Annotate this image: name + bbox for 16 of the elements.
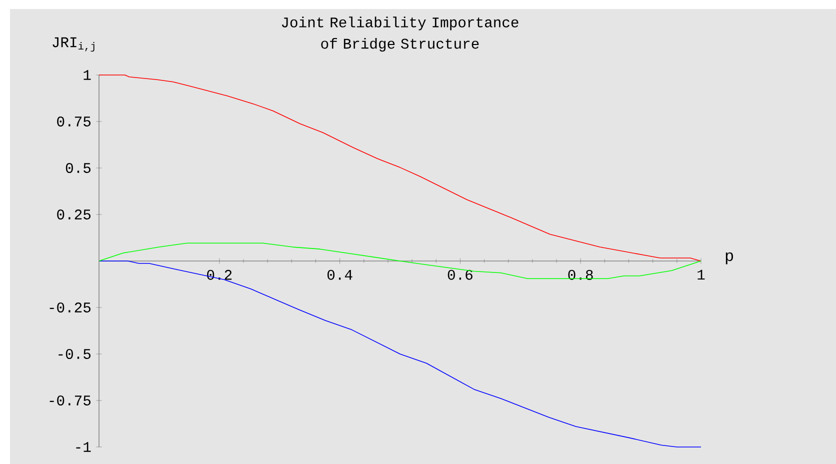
x-tick-label: 0.6 [448, 270, 472, 280]
y-tick-label: -0.75 [50, 396, 91, 406]
x-axis-title: p [726, 252, 733, 264]
x-tick-label: 0.2 [207, 270, 232, 280]
y-tick-label: -1 [76, 442, 91, 452]
x-tick-label: 0.4 [327, 270, 352, 280]
y-tick-label: 1 [84, 70, 91, 80]
x-tick-label: 1 [698, 270, 705, 280]
y-tick-label: -0.5 [58, 349, 91, 359]
line-series [98, 74, 702, 262]
chart-title: Joint Reliability Importance of Bridge Structure [282, 16, 518, 52]
y-tick-label: 0.75 [57, 116, 91, 126]
y-tick-label: 0.5 [66, 163, 91, 173]
y-axis-title: JRI$_{i,j}$ [52, 37, 94, 52]
y-tick-label: 0.25 [57, 210, 91, 220]
y-tick-label: -0.25 [50, 302, 91, 312]
